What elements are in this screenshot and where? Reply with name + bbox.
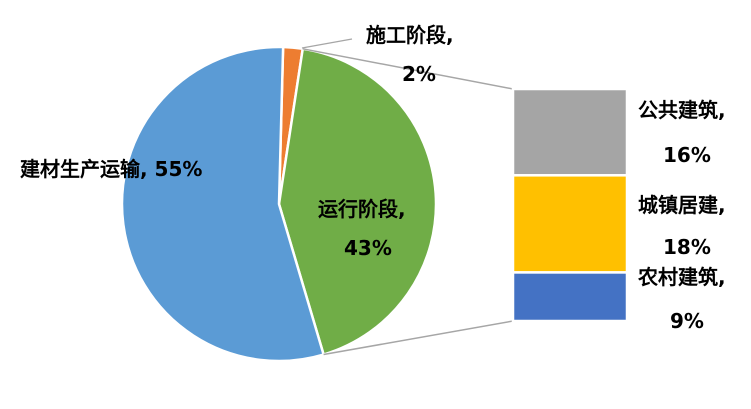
- bar-value-rural-building: 9%: [670, 309, 704, 333]
- bar-label-urban-residential: 城镇居建,: [638, 193, 726, 217]
- slice-label-operation: 运行阶段,: [318, 197, 406, 221]
- breakdown-bar: [511, 87, 629, 323]
- slice-label-construction: 施工阶段,: [366, 23, 454, 47]
- connector-line-top: [302, 48, 514, 90]
- bar-value-urban-residential: 18%: [663, 235, 711, 259]
- bar-label-public-building: 公共建筑,: [638, 98, 726, 122]
- connector-lines: [302, 48, 514, 356]
- bar-segment-public-building: [511, 87, 629, 177]
- slice-label-building-materials: 建材生产运输, 55%: [20, 157, 202, 181]
- connector-line-bottom: [323, 320, 514, 356]
- bar-segment-urban-residential: [511, 174, 629, 274]
- bar-value-public-building: 16%: [663, 143, 711, 167]
- bar-segment-rural-building: [511, 271, 629, 323]
- bar-label-rural-building: 农村建筑,: [637, 265, 726, 289]
- slice-value-construction: 2%: [402, 62, 436, 86]
- construction-leader-line: [301, 38, 353, 49]
- slice-operation: [277, 47, 438, 357]
- pie: [120, 45, 438, 363]
- slice-value-operation: 43%: [344, 236, 392, 260]
- slice-building-materials: [120, 45, 326, 363]
